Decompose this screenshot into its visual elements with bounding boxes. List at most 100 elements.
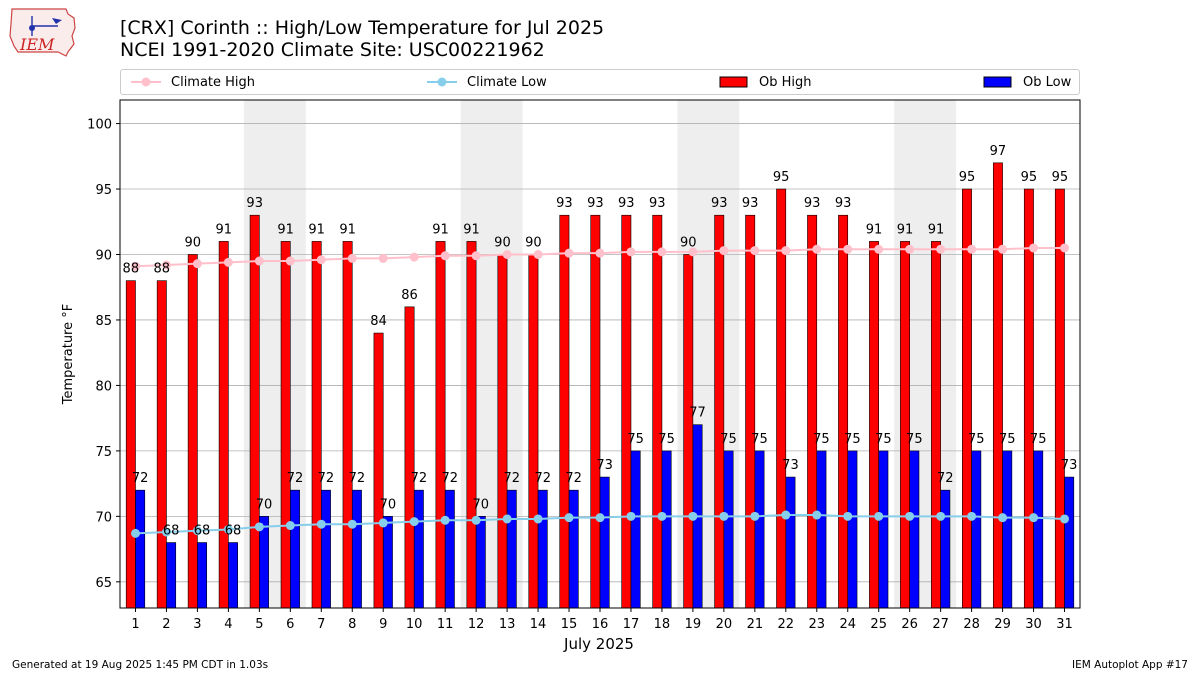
y-tick-label: 85 (95, 314, 112, 329)
x-tick-label: 12 (468, 617, 485, 632)
climate-high-point (254, 256, 264, 266)
ob-low-bar (351, 489, 362, 609)
x-tick-label: 30 (1025, 617, 1042, 632)
x-tick-label: 23 (809, 617, 826, 632)
climate-low-point (192, 526, 202, 536)
ob-low-label: 73 (782, 458, 799, 473)
ob-high-label: 91 (897, 222, 914, 237)
climate-low-point (626, 511, 636, 521)
ob-high-bar (249, 214, 260, 609)
climate-low-line (135, 514, 1065, 535)
x-tick-label: 29 (994, 617, 1011, 632)
climate-low-point (409, 517, 419, 527)
ob-low-label: 70 (256, 497, 273, 512)
ob-high-label: 84 (370, 314, 387, 329)
ob-high-label: 91 (463, 222, 480, 237)
legend-climate-high-label: Climate High (171, 74, 256, 90)
ob-high-label: 93 (556, 196, 573, 211)
climate-high-point (781, 246, 791, 256)
ob-low-label: 72 (349, 471, 366, 486)
y-tick-label: 95 (95, 183, 112, 198)
climate-low-point (998, 513, 1008, 523)
ob-high-bar (156, 280, 167, 609)
ob-high-label: 93 (618, 196, 635, 211)
ob-high-bar (435, 241, 446, 609)
title-line-1: [CRX] Corinth :: High/Low Temperature fo… (120, 17, 605, 39)
x-tick-label: 22 (778, 617, 795, 632)
climate-low-point (874, 511, 884, 521)
x-tick-label: 18 (654, 617, 671, 632)
climate-high-point (471, 251, 481, 261)
climate-high-point (564, 248, 574, 258)
ob-low-label: 72 (411, 471, 428, 486)
x-tick-label: 13 (499, 617, 516, 632)
ob-high-label: 91 (215, 222, 232, 237)
ob-low-bar (413, 489, 424, 609)
ob-high-bar (342, 241, 353, 609)
climate-line-layer (130, 243, 1070, 538)
x-tick-label: 2 (162, 617, 170, 632)
ob-low-label: 68 (163, 524, 180, 539)
climate-low-point (905, 511, 915, 521)
ob-high-label: 90 (525, 235, 542, 250)
climate-high-line (135, 246, 1065, 268)
ob-high-label: 93 (649, 196, 666, 211)
footer-app: IEM Autoplot App #17 (1072, 659, 1188, 671)
climate-high-point (998, 244, 1008, 254)
ob-low-label: 72 (287, 471, 304, 486)
ob-low-bar (878, 450, 889, 609)
y-tick-label: 80 (95, 379, 112, 394)
legend-ob-low-label: Ob Low (1023, 74, 1072, 90)
ob-low-label: 72 (565, 471, 582, 486)
ob-high-label: 93 (587, 196, 604, 211)
ob-low-bar (630, 450, 641, 609)
legend-climate-high-marker (131, 77, 161, 87)
ob-high-label: 91 (339, 222, 356, 237)
ob-high-label: 95 (959, 170, 976, 185)
ob-low-label: 75 (999, 432, 1016, 447)
ob-high-label: 91 (432, 222, 449, 237)
ob-low-bar (444, 489, 455, 609)
x-tick-label: 19 (685, 617, 702, 632)
ob-low-label: 75 (906, 432, 923, 447)
ob-low-label: 77 (689, 406, 706, 421)
climate-low-point (812, 510, 822, 520)
chart-legend: Climate High Climate Low Ob High Ob Low (120, 69, 1080, 95)
ob-high-bar (838, 214, 849, 609)
ob-high-bar (280, 241, 291, 609)
ob-low-label: 75 (968, 432, 985, 447)
climate-low-point (347, 519, 357, 529)
ob-low-bar (475, 516, 486, 609)
x-axis-title: July 2025 (563, 635, 634, 653)
ob-low-label: 70 (380, 497, 397, 512)
climate-low-point (285, 521, 295, 531)
bar-label-layer: 88 88 90 91 93 91 91 91 84 86 91 91 90 90 93 93 93 93 90 93… (123, 144, 1078, 539)
ob-low-bar (692, 424, 703, 609)
ob-low-bar (320, 489, 331, 609)
climate-low-point (161, 527, 171, 537)
ob-low-bar (166, 542, 177, 609)
ob-low-label: 75 (751, 432, 768, 447)
climate-low-point (595, 513, 605, 523)
x-tick-label: 24 (839, 617, 856, 632)
climate-low-point (130, 528, 140, 538)
legend-climate-high: Climate High (131, 70, 255, 94)
ob-high-label: 91 (277, 222, 294, 237)
ob-high-bar (311, 241, 322, 609)
ob-high-label: 91 (928, 222, 945, 237)
ob-low-bar (197, 542, 208, 609)
x-tick-label: 17 (623, 617, 640, 632)
ob-low-bar (723, 450, 734, 609)
climate-high-point (1060, 243, 1070, 253)
legend-ob-high-label: Ob High (759, 74, 812, 90)
x-tick-label: 31 (1056, 617, 1073, 632)
climate-low-point (688, 511, 698, 521)
bar-layer (125, 162, 1075, 609)
legend-ob-low-marker (983, 76, 1012, 88)
climate-high-point (1029, 243, 1039, 253)
ob-high-bar (962, 188, 972, 609)
x-tick-label: 11 (437, 617, 454, 632)
x-tick-label: 6 (286, 617, 294, 632)
